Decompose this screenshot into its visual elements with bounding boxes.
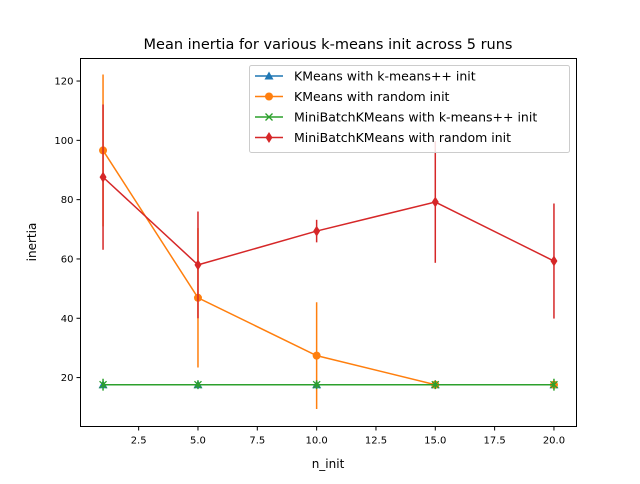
x-marker-stroke <box>549 380 558 389</box>
diamond-marker <box>99 171 107 183</box>
x-marker <box>549 380 558 389</box>
x-marker <box>194 380 202 389</box>
x-tick-label: 15.0 <box>424 436 446 447</box>
series-line <box>102 176 555 266</box>
x-marker-stroke <box>265 113 273 121</box>
legend-box <box>249 65 570 153</box>
series-2 <box>99 378 558 391</box>
x-marker-stroke <box>431 380 440 389</box>
x-marker-stroke <box>312 380 321 389</box>
y-tick-label: 60 <box>61 254 74 265</box>
diamond-marker <box>265 132 273 143</box>
y-tick-label: 80 <box>61 195 74 206</box>
series-3 <box>99 104 558 319</box>
x-marker-stroke <box>194 380 202 389</box>
legend: KMeans with k-means++ init KMeans with ra… <box>249 65 570 153</box>
diamond-marker <box>550 255 558 267</box>
circle-marker <box>312 351 321 360</box>
legend-label: MiniBatchKMeans with k-means++ init <box>294 110 537 125</box>
series-line <box>102 150 554 386</box>
x-marker <box>312 380 321 389</box>
x-marker <box>99 380 108 389</box>
legend-label: KMeans with random init <box>294 89 450 104</box>
plot-frame <box>80 58 577 427</box>
y-tick-label: 100 <box>54 136 73 147</box>
diamond-marker <box>313 225 321 237</box>
x-tick-label: 10.0 <box>306 436 328 447</box>
x-tick-label: 5.0 <box>190 436 206 447</box>
legend-label: MiniBatchKMeans with random init <box>294 130 511 145</box>
x-tick-label: 7.5 <box>249 436 265 447</box>
y-tick-label: 20 <box>61 373 74 384</box>
x-axis-label: n_init <box>312 457 345 471</box>
circle-marker <box>265 92 273 101</box>
x-tick-label: 2.5 <box>131 436 147 447</box>
y-axis-label: inertia <box>25 223 39 262</box>
x-tick-label: 12.5 <box>365 436 387 447</box>
legend-label: KMeans with k-means++ init <box>294 69 476 84</box>
x-tick-label: 20.0 <box>543 436 565 447</box>
x-marker <box>265 113 273 121</box>
y-tick-label: 40 <box>61 314 74 325</box>
diamond-marker <box>431 196 439 208</box>
triangle-marker <box>264 71 274 80</box>
x-marker-stroke <box>99 380 108 389</box>
chart-title: Mean inertia for various k-means init ac… <box>144 37 513 53</box>
x-marker <box>431 380 440 389</box>
diamond-marker <box>194 259 202 271</box>
y-tick-label: 120 <box>54 77 73 88</box>
x-tick-label: 17.5 <box>483 436 505 447</box>
